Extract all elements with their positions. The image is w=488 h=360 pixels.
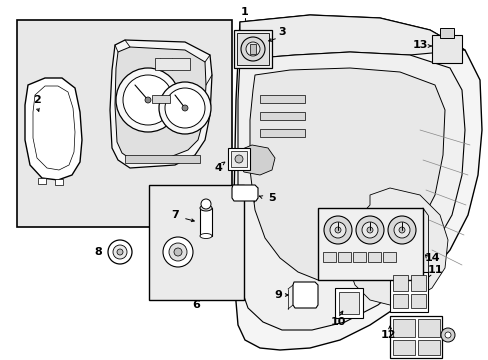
Circle shape: [398, 227, 404, 233]
Circle shape: [174, 248, 182, 256]
Circle shape: [387, 216, 415, 244]
Bar: [260, 112, 305, 120]
Bar: [260, 129, 305, 137]
Text: 9: 9: [273, 290, 282, 300]
Bar: [230, 151, 246, 167]
Text: 11: 11: [427, 265, 442, 275]
Text: 3: 3: [278, 27, 285, 37]
Bar: [367, 252, 380, 262]
Text: 5: 5: [267, 193, 275, 203]
Bar: [337, 252, 350, 262]
Bar: [410, 275, 425, 291]
Bar: [125, 155, 200, 163]
Text: 10: 10: [329, 317, 345, 327]
Bar: [352, 252, 365, 262]
Circle shape: [235, 155, 243, 163]
Circle shape: [361, 222, 377, 238]
Polygon shape: [238, 52, 464, 330]
Bar: [392, 275, 407, 291]
Polygon shape: [240, 15, 464, 60]
Circle shape: [182, 105, 187, 111]
Polygon shape: [347, 188, 447, 305]
Bar: [323, 252, 335, 262]
Bar: [389, 316, 441, 358]
Circle shape: [113, 245, 127, 259]
Bar: [382, 252, 395, 262]
Bar: [392, 294, 407, 308]
Polygon shape: [110, 40, 212, 168]
Bar: [249, 44, 256, 54]
Bar: [234, 30, 271, 68]
Text: 2: 2: [33, 95, 41, 105]
Circle shape: [440, 328, 454, 342]
Circle shape: [324, 216, 351, 244]
Text: 1: 1: [241, 7, 248, 17]
Polygon shape: [238, 145, 274, 175]
Bar: [431, 35, 461, 63]
Polygon shape: [292, 282, 317, 308]
Text: 14: 14: [423, 253, 439, 263]
Bar: [392, 340, 414, 355]
Text: 7: 7: [171, 210, 179, 220]
Circle shape: [145, 97, 151, 103]
Polygon shape: [249, 68, 444, 280]
Bar: [439, 28, 453, 38]
Bar: [200, 208, 212, 236]
Bar: [317, 208, 422, 280]
Circle shape: [123, 75, 173, 125]
Bar: [55, 179, 63, 185]
Circle shape: [245, 42, 260, 56]
Bar: [227, 148, 249, 170]
Text: 13: 13: [411, 40, 427, 50]
Bar: [17, 20, 231, 227]
Circle shape: [334, 227, 340, 233]
Bar: [38, 178, 46, 184]
Polygon shape: [25, 78, 82, 180]
Bar: [237, 33, 268, 65]
Text: 8: 8: [94, 247, 102, 257]
Bar: [260, 95, 305, 103]
Bar: [392, 319, 414, 337]
Polygon shape: [234, 15, 481, 350]
Circle shape: [241, 37, 264, 61]
Bar: [410, 294, 425, 308]
Circle shape: [444, 332, 450, 338]
Bar: [389, 272, 427, 312]
Bar: [152, 95, 170, 103]
Circle shape: [116, 68, 180, 132]
Bar: [149, 185, 244, 300]
Circle shape: [366, 227, 372, 233]
Bar: [417, 319, 439, 337]
Circle shape: [201, 199, 210, 209]
Circle shape: [164, 88, 204, 128]
Ellipse shape: [200, 205, 212, 211]
Bar: [417, 340, 439, 355]
Circle shape: [355, 216, 383, 244]
Circle shape: [169, 243, 186, 261]
Circle shape: [329, 222, 346, 238]
Polygon shape: [115, 47, 205, 160]
Circle shape: [108, 240, 132, 264]
Bar: [338, 292, 358, 314]
Circle shape: [163, 237, 193, 267]
Bar: [334, 288, 362, 318]
Ellipse shape: [200, 234, 212, 238]
Circle shape: [117, 249, 123, 255]
Text: 12: 12: [380, 330, 395, 340]
Polygon shape: [231, 185, 258, 201]
Circle shape: [393, 222, 409, 238]
Text: 6: 6: [192, 300, 200, 310]
Text: 4: 4: [214, 163, 222, 173]
Bar: [155, 58, 190, 70]
Circle shape: [159, 82, 210, 134]
